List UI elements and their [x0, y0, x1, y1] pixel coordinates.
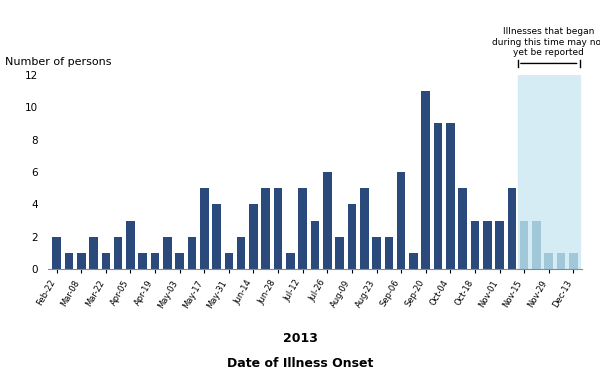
Text: 2013: 2013	[283, 332, 317, 345]
Bar	[360, 188, 368, 269]
Bar	[520, 221, 529, 269]
Bar	[372, 237, 381, 269]
Bar	[139, 253, 147, 269]
Bar	[508, 188, 516, 269]
Bar	[262, 188, 270, 269]
Bar	[163, 237, 172, 269]
Bar	[434, 123, 442, 269]
Bar	[151, 253, 160, 269]
Bar	[323, 172, 332, 269]
Bar	[518, 75, 580, 269]
Bar	[335, 237, 344, 269]
Bar	[274, 188, 283, 269]
Bar	[458, 188, 467, 269]
Bar	[311, 221, 319, 269]
Bar	[532, 221, 541, 269]
Bar	[114, 237, 122, 269]
Bar	[175, 253, 184, 269]
Bar	[126, 221, 135, 269]
Bar	[397, 172, 406, 269]
Bar	[569, 253, 578, 269]
Bar	[446, 123, 455, 269]
Bar	[77, 253, 86, 269]
Bar	[52, 237, 61, 269]
Bar	[483, 221, 491, 269]
Bar	[298, 188, 307, 269]
Bar	[470, 221, 479, 269]
Bar	[544, 253, 553, 269]
Bar	[237, 237, 245, 269]
Bar	[495, 221, 504, 269]
Bar	[385, 237, 393, 269]
Bar	[89, 237, 98, 269]
Bar	[188, 237, 196, 269]
Bar	[409, 253, 418, 269]
Bar	[347, 205, 356, 269]
Bar	[101, 253, 110, 269]
Bar	[286, 253, 295, 269]
Bar	[212, 205, 221, 269]
Bar	[557, 253, 565, 269]
Bar	[249, 205, 258, 269]
Bar	[421, 91, 430, 269]
Bar	[65, 253, 73, 269]
Bar	[200, 188, 209, 269]
Text: Date of Illness Onset: Date of Illness Onset	[227, 357, 373, 370]
Text: Illnesses that began
during this time may not
yet be reported: Illnesses that began during this time ma…	[493, 27, 600, 57]
Bar	[224, 253, 233, 269]
Text: Number of persons: Number of persons	[5, 57, 112, 67]
